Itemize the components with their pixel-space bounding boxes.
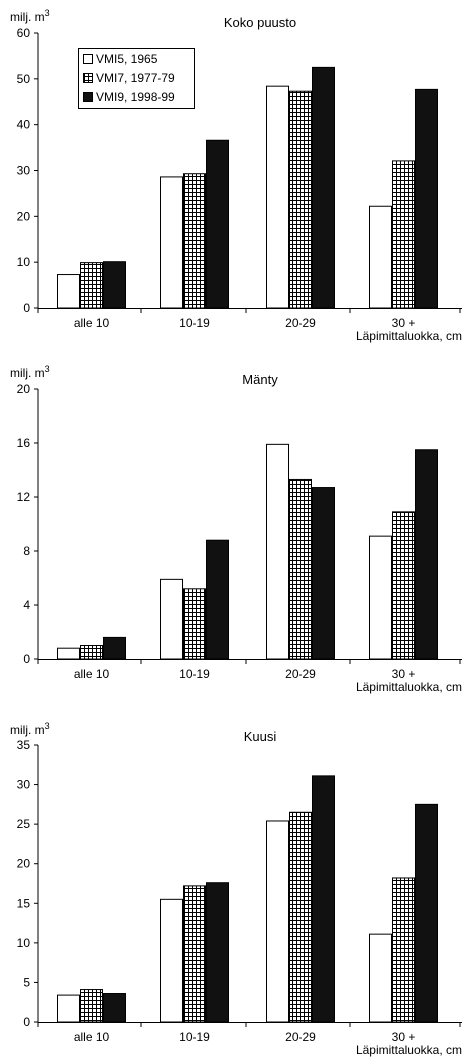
y-tick-label: 20 xyxy=(17,857,31,871)
y-tick-label: 15 xyxy=(17,896,31,910)
x-category-label: 10-19 xyxy=(179,316,210,330)
x-category-label: 30 + xyxy=(392,667,416,681)
y-tick-label: 40 xyxy=(17,118,31,132)
y-tick-label: 30 xyxy=(17,164,31,178)
bar xyxy=(289,90,312,309)
y-tick-label: 35 xyxy=(17,738,31,752)
chart-title: Kuusi xyxy=(244,729,277,744)
legend: VMI5, 1965 VMI7, 1977-79 VMI9, 1998-99 xyxy=(78,48,195,109)
bar xyxy=(266,820,289,1023)
bar xyxy=(80,645,103,660)
y-unit-label: milj. m3 xyxy=(10,721,50,737)
bar xyxy=(103,636,126,660)
bar xyxy=(160,578,183,660)
y-tick-label: 20 xyxy=(17,209,31,223)
y-tick-label: 0 xyxy=(23,301,30,315)
y-tick-label: 16 xyxy=(17,436,31,450)
bar xyxy=(266,85,289,309)
y-tick-label: 0 xyxy=(23,652,30,666)
bar xyxy=(57,647,80,660)
bar xyxy=(392,511,415,660)
bar xyxy=(312,775,335,1023)
y-tick-label: 60 xyxy=(17,26,31,40)
bar xyxy=(289,478,312,660)
bar xyxy=(183,173,206,309)
bar xyxy=(57,274,80,309)
legend-swatch xyxy=(83,92,93,102)
bar xyxy=(103,261,126,309)
chart-title: Koko puusto xyxy=(224,15,296,30)
bar xyxy=(415,803,438,1023)
bar xyxy=(206,882,229,1023)
bar xyxy=(183,885,206,1023)
legend-box xyxy=(78,48,195,109)
x-category-label: alle 10 xyxy=(74,316,110,330)
bar xyxy=(392,160,415,309)
y-tick-label: 5 xyxy=(23,975,30,989)
bar xyxy=(80,989,103,1023)
y-tick-label: 0 xyxy=(23,1015,30,1029)
bar xyxy=(206,139,229,309)
y-tick-label: 25 xyxy=(17,817,31,831)
x-category-label: 30 + xyxy=(392,316,416,330)
y-tick-label: 20 xyxy=(17,382,31,396)
x-axis-label: Läpimittaluokka, cm xyxy=(356,329,462,343)
legend-label: VMI5, 1965 xyxy=(96,52,158,66)
bar xyxy=(103,993,126,1023)
legend-swatch xyxy=(83,54,93,64)
y-tick-label: 12 xyxy=(17,490,31,504)
bar xyxy=(80,262,103,309)
bar xyxy=(392,877,415,1023)
y-tick-label: 10 xyxy=(17,936,31,950)
y-tick-label: 4 xyxy=(23,598,30,612)
bar xyxy=(183,588,206,660)
bar xyxy=(415,449,438,660)
bar xyxy=(266,443,289,660)
bar xyxy=(289,811,312,1023)
x-category-label: 10-19 xyxy=(179,667,210,681)
chart-panel: 0 10 20 30 40 50 60 milj. m3 Koko puusto alle 10 1… xyxy=(10,8,462,343)
x-category-label: 20-29 xyxy=(285,667,316,681)
y-unit-label: milj. m3 xyxy=(10,8,50,24)
legend-swatch xyxy=(83,73,93,83)
bar xyxy=(160,176,183,309)
bar xyxy=(415,88,438,309)
bar xyxy=(369,205,392,309)
x-category-label: alle 10 xyxy=(74,667,110,681)
bar xyxy=(369,535,392,660)
bar xyxy=(57,994,80,1023)
chart-title: Mänty xyxy=(242,372,278,387)
y-unit-label: milj. m3 xyxy=(10,364,50,380)
bar xyxy=(160,898,183,1023)
x-category-label: 20-29 xyxy=(285,316,316,330)
x-category-label: 20-29 xyxy=(285,1030,316,1044)
x-axis-label: Läpimittaluokka, cm xyxy=(356,1043,462,1057)
y-tick-label: 30 xyxy=(17,778,31,792)
bar xyxy=(206,539,229,660)
y-tick-label: 8 xyxy=(23,544,30,558)
x-category-label: 10-19 xyxy=(179,1030,210,1044)
legend-label: VMI7, 1977-79 xyxy=(96,71,175,85)
bar xyxy=(312,66,335,309)
y-tick-label: 10 xyxy=(17,255,31,269)
x-axis-label: Läpimittaluokka, cm xyxy=(356,680,462,694)
x-category-label: 30 + xyxy=(392,1030,416,1044)
legend-label: VMI9, 1998-99 xyxy=(96,90,175,104)
bar xyxy=(312,487,335,660)
chart-panel: 0 4 8 12 16 20 milj. m3 Mänty alle 10 10-19 20-29 3… xyxy=(10,364,462,694)
y-tick-label: 50 xyxy=(17,72,31,86)
x-category-label: alle 10 xyxy=(74,1030,110,1044)
bar xyxy=(369,933,392,1023)
